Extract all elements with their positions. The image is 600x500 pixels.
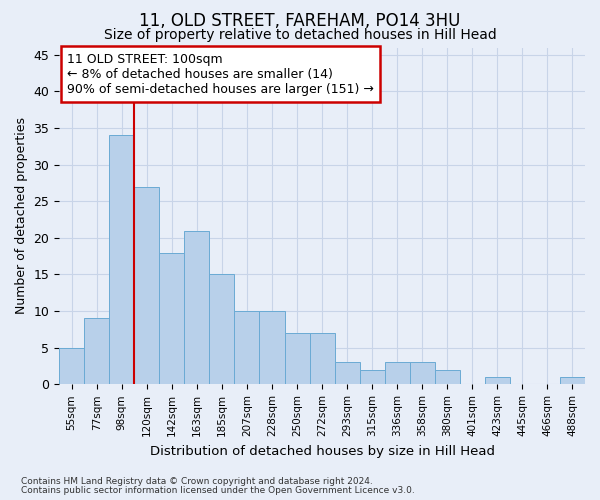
Bar: [259, 311, 284, 384]
Bar: [284, 333, 310, 384]
Bar: [410, 362, 435, 384]
X-axis label: Distribution of detached houses by size in Hill Head: Distribution of detached houses by size …: [149, 444, 494, 458]
Bar: [359, 370, 385, 384]
Bar: [134, 186, 160, 384]
Bar: [84, 318, 109, 384]
Y-axis label: Number of detached properties: Number of detached properties: [15, 118, 28, 314]
Bar: [184, 230, 209, 384]
Bar: [310, 333, 335, 384]
Bar: [235, 311, 259, 384]
Text: 11, OLD STREET, FAREHAM, PO14 3HU: 11, OLD STREET, FAREHAM, PO14 3HU: [139, 12, 461, 30]
Bar: [59, 348, 84, 385]
Bar: [209, 274, 235, 384]
Bar: [385, 362, 410, 384]
Bar: [109, 136, 134, 384]
Text: 11 OLD STREET: 100sqm
← 8% of detached houses are smaller (14)
90% of semi-detac: 11 OLD STREET: 100sqm ← 8% of detached h…: [67, 52, 374, 96]
Bar: [485, 377, 510, 384]
Text: Contains HM Land Registry data © Crown copyright and database right 2024.: Contains HM Land Registry data © Crown c…: [21, 477, 373, 486]
Text: Contains public sector information licensed under the Open Government Licence v3: Contains public sector information licen…: [21, 486, 415, 495]
Text: Size of property relative to detached houses in Hill Head: Size of property relative to detached ho…: [104, 28, 496, 42]
Bar: [435, 370, 460, 384]
Bar: [160, 252, 184, 384]
Bar: [560, 377, 585, 384]
Bar: [335, 362, 359, 384]
